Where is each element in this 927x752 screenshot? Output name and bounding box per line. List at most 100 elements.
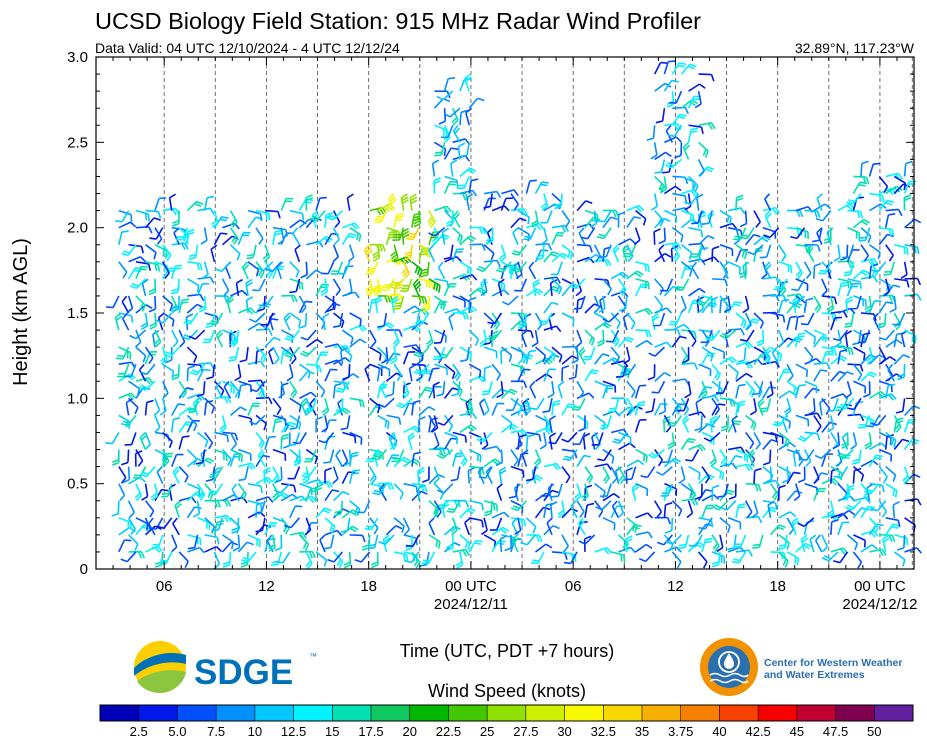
wind-barb xyxy=(392,297,398,313)
wind-barb xyxy=(316,417,323,433)
wind-barb xyxy=(119,222,136,228)
barb-flag xyxy=(160,560,167,561)
barb-flag xyxy=(135,407,138,413)
wind-barb xyxy=(453,432,466,442)
barb-flag xyxy=(467,510,473,513)
barb-staff xyxy=(129,467,130,480)
barb-flag xyxy=(217,547,222,552)
barb-flag xyxy=(418,268,420,275)
barb-staff xyxy=(393,381,394,394)
barb-staff xyxy=(636,279,649,282)
barb-flag xyxy=(662,172,669,173)
barb-flag xyxy=(311,392,316,397)
wind-barb xyxy=(763,440,778,450)
wind-barb xyxy=(122,245,136,256)
barb-flag xyxy=(553,526,559,529)
barb-flag xyxy=(753,319,760,320)
wind-barb xyxy=(350,325,367,331)
barb-flag xyxy=(463,313,466,319)
barb-staff xyxy=(483,262,492,272)
barb-flag xyxy=(736,198,743,200)
barb-staff xyxy=(654,232,655,245)
barb-flag xyxy=(690,64,697,66)
wind-barb xyxy=(511,450,518,467)
barb-flag xyxy=(154,411,159,416)
wind-barb xyxy=(105,432,118,443)
barb-staff xyxy=(562,347,575,348)
wind-barb xyxy=(465,74,471,91)
wind-barb xyxy=(635,228,640,245)
barb-flag xyxy=(416,486,417,493)
barb-flag xyxy=(694,363,697,369)
wind-barb xyxy=(681,211,693,223)
barb-flag xyxy=(627,337,634,339)
barb-staff xyxy=(501,381,502,394)
barb-staff xyxy=(484,261,497,262)
barb-staff xyxy=(763,228,775,232)
barb-flag xyxy=(236,280,242,283)
barb-flag xyxy=(209,477,216,478)
wind-barb xyxy=(139,381,155,390)
barb-flag xyxy=(587,422,588,429)
barb-flag xyxy=(441,302,443,309)
wind-barb xyxy=(394,364,401,381)
barb-flag xyxy=(752,394,759,395)
barb-staff xyxy=(119,211,131,215)
barb-flag xyxy=(645,281,646,288)
barb-staff xyxy=(646,552,655,561)
barb-flag xyxy=(477,269,484,272)
barb-flag xyxy=(540,321,547,322)
barb-flag xyxy=(157,239,161,245)
barb-flag xyxy=(189,258,196,260)
barb-flag xyxy=(193,514,199,517)
barb-staff xyxy=(155,228,162,239)
barb-flag xyxy=(659,245,664,250)
barb-staff xyxy=(210,330,215,342)
barb-staff xyxy=(663,108,665,121)
barb-staff xyxy=(754,211,760,222)
barb-flag xyxy=(142,246,144,253)
barb-flag xyxy=(707,167,714,170)
barb-flag xyxy=(117,356,124,357)
wind-barb xyxy=(689,228,703,238)
wind-barb xyxy=(342,234,356,245)
barb-flag xyxy=(246,257,253,258)
wind-barb xyxy=(754,469,761,484)
barb-flag xyxy=(474,543,481,544)
wind-barb xyxy=(636,532,653,538)
wind-barb xyxy=(600,415,611,428)
barb-flag xyxy=(187,388,194,390)
barb-flag xyxy=(630,239,635,244)
barb-flag xyxy=(528,435,535,437)
barb-flag xyxy=(738,507,745,508)
wind-barb xyxy=(746,501,752,518)
barb-flag xyxy=(437,97,443,100)
wind-barb xyxy=(692,262,698,279)
barb-flag xyxy=(612,478,617,483)
barb-staff xyxy=(689,228,702,231)
barb-flag xyxy=(510,267,511,274)
barb-staff xyxy=(256,313,265,322)
barb-flag xyxy=(154,252,156,259)
barb-flag xyxy=(647,341,652,345)
barb-flag xyxy=(294,295,297,301)
barb-staff xyxy=(592,437,595,450)
barb-staff xyxy=(323,317,325,330)
barb-flag xyxy=(482,521,483,528)
barb-flag xyxy=(573,407,580,408)
wind-barb xyxy=(484,347,497,358)
y-axis-label: Height (km AGL) xyxy=(10,238,32,386)
wind-barb xyxy=(453,274,470,280)
barb-flag xyxy=(638,460,643,464)
barb-staff xyxy=(595,484,605,492)
barb-flag xyxy=(496,270,503,272)
barb-staff xyxy=(655,296,663,306)
barb-staff xyxy=(290,220,301,228)
wind-barb xyxy=(157,467,162,484)
barb-flag xyxy=(761,322,764,328)
wind-barb xyxy=(652,314,658,330)
wind-barb xyxy=(404,484,418,494)
barb-staff xyxy=(681,266,685,278)
wind-barb xyxy=(460,508,475,517)
chart-title: UCSD Biology Field Station: 915 MHz Rada… xyxy=(95,8,701,34)
